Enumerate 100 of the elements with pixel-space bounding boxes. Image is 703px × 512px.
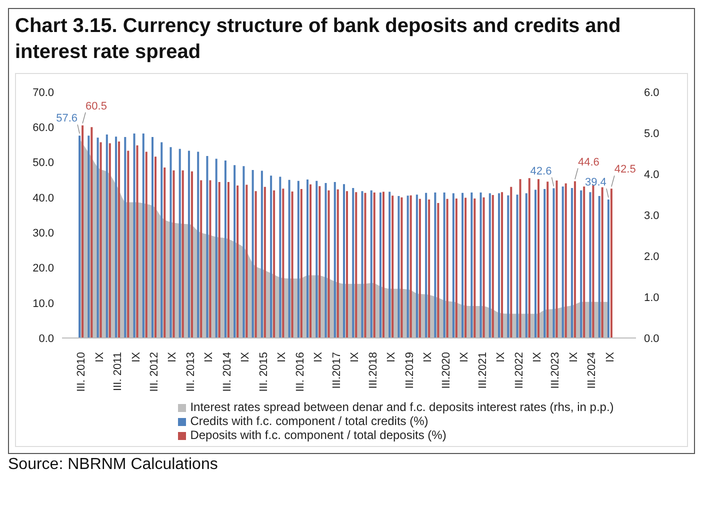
bar <box>418 198 421 338</box>
bar <box>544 188 546 338</box>
y2-tick-label: 4.0 <box>644 168 660 181</box>
x-tick-label: III. 2013 <box>184 352 197 392</box>
bar <box>236 185 239 338</box>
data-label: 57.6 <box>56 112 78 125</box>
bar <box>227 182 230 338</box>
bar <box>297 180 300 338</box>
bar <box>410 195 412 338</box>
x-tick-label: III.2021 <box>476 352 489 389</box>
bar <box>160 142 163 338</box>
bar <box>480 192 482 338</box>
bar <box>154 156 156 338</box>
data-label: 44.6 <box>578 156 600 168</box>
bar <box>556 180 558 338</box>
y2-tick-label: 6.0 <box>644 86 660 99</box>
x-tick-label: III. 2012 <box>148 352 161 392</box>
bar <box>370 190 372 338</box>
bar <box>592 185 594 338</box>
bar <box>546 182 549 338</box>
bar <box>254 191 257 338</box>
bar <box>88 136 90 338</box>
y-tick-label: 60.0 <box>32 122 54 134</box>
bar <box>78 136 81 338</box>
x-tick-label: IX <box>166 351 179 362</box>
bar <box>164 168 166 338</box>
bar <box>425 192 428 338</box>
bar <box>482 197 485 338</box>
bar <box>562 186 564 338</box>
bar <box>346 191 348 338</box>
bar <box>352 188 354 338</box>
bar <box>361 191 364 338</box>
bar <box>552 188 555 338</box>
x-tick-label: III.2019 <box>404 352 416 389</box>
bar <box>108 143 111 338</box>
legend-label: Interest rates spread between denar and f.c. deposits interest rates (rhs, in p.p.) <box>190 400 614 414</box>
y-tick-label: 50.0 <box>32 157 54 170</box>
y2-tick-label: 0.0 <box>644 332 660 345</box>
bar <box>127 150 130 338</box>
bar <box>234 165 236 338</box>
bar <box>300 188 302 338</box>
x-tick-label: III.2022 <box>513 352 526 389</box>
x-tick-label: III. 2014 <box>221 352 234 392</box>
bar <box>382 192 384 338</box>
bar <box>215 158 218 338</box>
bar <box>209 180 212 338</box>
bar <box>580 190 582 338</box>
bar <box>607 200 610 338</box>
bar <box>516 194 518 338</box>
bar <box>519 179 522 338</box>
bar <box>142 133 144 338</box>
chart-title: Chart 3.15. Currency structure of bank deposits and credits and interest rate spread <box>15 14 622 65</box>
bar <box>100 142 102 338</box>
bar <box>443 192 446 338</box>
y2-tick-label: 1.0 <box>644 292 660 304</box>
bar <box>197 152 200 338</box>
bar <box>106 134 108 338</box>
y-tick-label: 70.0 <box>32 86 54 99</box>
bar <box>501 192 504 338</box>
bar <box>392 196 394 338</box>
x-tick-label: III. 2015 <box>258 352 270 392</box>
bar <box>206 156 208 338</box>
bar <box>224 160 226 338</box>
x-tick-label: IX <box>203 351 216 362</box>
bar <box>583 186 586 338</box>
bar <box>270 176 272 338</box>
bar <box>336 189 339 338</box>
y2-tick-label: 2.0 <box>644 250 660 263</box>
bar <box>334 182 336 338</box>
bar <box>264 186 266 338</box>
bar <box>328 190 330 338</box>
y-tick-label: 40.0 <box>32 192 54 204</box>
data-label: 42.6 <box>530 165 552 178</box>
bar <box>118 142 120 338</box>
data-label: 42.5 <box>614 164 636 176</box>
bar <box>398 196 400 338</box>
bar <box>537 179 540 338</box>
bar <box>400 197 403 338</box>
y2-tick-label: 3.0 <box>644 210 660 222</box>
bar <box>528 178 530 338</box>
bar <box>115 136 118 338</box>
bar <box>306 180 309 338</box>
bar <box>242 166 245 338</box>
x-tick-label: III.2023 <box>550 352 562 389</box>
x-tick-label: III.2020 <box>440 352 452 389</box>
x-tick-label: IX <box>495 351 508 362</box>
x-tick-label: IX <box>312 351 325 362</box>
y-tick-label: 30.0 <box>32 227 54 240</box>
x-tick-label: IX <box>604 351 616 362</box>
y-tick-label: 20.0 <box>32 262 54 275</box>
bar <box>218 182 220 338</box>
x-tick-label: IX <box>458 351 471 362</box>
bar <box>388 192 391 338</box>
bar <box>124 136 126 338</box>
bar <box>462 192 464 338</box>
bar <box>470 192 473 338</box>
bar <box>260 170 263 338</box>
bar <box>136 145 138 338</box>
bar <box>188 150 190 338</box>
bar <box>446 198 448 338</box>
